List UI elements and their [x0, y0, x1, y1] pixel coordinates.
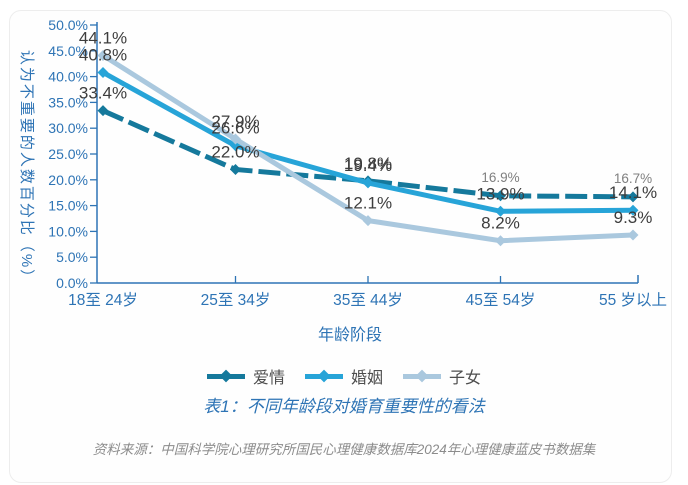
legend-item-爱情: 爱情	[206, 364, 285, 388]
data-point-label: 19.8%	[344, 154, 392, 173]
data-point-label: 16.7%	[614, 171, 652, 186]
data-point-marker	[97, 105, 109, 117]
data-point-marker	[627, 229, 639, 241]
legend-label: 婚姻	[350, 370, 383, 387]
chart-legend: 爱情 婚姻 子女	[0, 363, 688, 389]
data-point-label: 8.2%	[481, 214, 520, 233]
x-tick-label: 45至 54岁	[466, 291, 536, 309]
x-axis-title: 年龄阶段	[318, 326, 382, 344]
data-point-marker	[495, 190, 506, 202]
legend-line-marker-icon	[206, 369, 245, 383]
y-tick-label: 5.0%	[56, 249, 88, 265]
data-point-label: 13.9%	[476, 184, 524, 203]
y-tick-label: 20.0%	[48, 172, 88, 188]
data-point-label: 22.0%	[211, 142, 259, 161]
data-point-label: 33.4%	[79, 84, 127, 103]
data-point-marker	[362, 177, 374, 189]
data-point-marker	[627, 204, 639, 216]
x-tick-label: 55 岁以上	[599, 291, 667, 309]
x-tick-label: 25至 34岁	[201, 291, 271, 309]
x-tick-label: 35至 44岁	[333, 291, 403, 309]
legend-item-婚姻: 婚姻	[304, 364, 383, 388]
y-tick-label: 10.0%	[48, 223, 88, 239]
data-point-label: 40.8%	[79, 45, 127, 64]
y-tick-label: 35.0%	[48, 94, 88, 110]
data-point-label: 26.6%	[211, 119, 259, 138]
data-point-label: 9.3%	[614, 208, 653, 227]
chart-caption: 表1：不同年龄段对婚育重要性的看法	[203, 397, 485, 416]
data-point-marker	[97, 49, 109, 61]
data-point-marker	[97, 66, 109, 78]
data-point-marker	[627, 191, 639, 203]
y-tick-label: 15.0%	[48, 198, 88, 214]
legend-item-子女: 子女	[403, 364, 481, 388]
y-tick-label: 40.0%	[48, 69, 88, 85]
data-point-marker	[230, 163, 241, 175]
series-line-爱情	[101, 108, 634, 200]
data-point-label: 19.4%	[344, 156, 392, 175]
data-point-marker	[495, 235, 506, 247]
series-line-婚姻	[101, 70, 634, 214]
data-point-marker	[230, 133, 241, 145]
legend-label: 爱情	[252, 370, 285, 387]
data-point-label: 44.1%	[79, 28, 127, 47]
y-axis-title: 认为不重要的人数百分比（%）	[18, 50, 35, 286]
data-point-marker	[495, 205, 506, 217]
source-note: 资料来源：中国科学院心理研究所国民心理健康数据库2024年心理健康蓝皮书数据集	[92, 442, 596, 457]
data-point-label: 14.1%	[609, 183, 657, 202]
x-tick-label: 18至 24岁	[68, 291, 138, 309]
data-point-label: 27.9%	[211, 112, 259, 131]
line-chart-svg: 0.0% 5.0% 10.0% 15.0% 20.0% 25.0% 30.0% 35.0% 40…	[18, 17, 667, 344]
line-chart: 0.0% 5.0% 10.0% 15.0% 20.0% 25.0% 30.0% 35.0% 40…	[18, 17, 667, 344]
legend-line-marker-icon	[304, 369, 343, 383]
y-tick-label: 45.0%	[48, 43, 88, 59]
y-tick-label: 50.0%	[48, 17, 88, 33]
y-tick-label: 0.0%	[56, 275, 88, 291]
legend-label: 子女	[449, 370, 482, 387]
data-point-label: 12.1%	[344, 194, 392, 213]
y-tick-label: 30.0%	[48, 120, 88, 136]
legend-line-marker-icon	[403, 369, 441, 383]
data-point-label: 16.9%	[481, 170, 519, 185]
y-tick-label: 25.0%	[48, 146, 88, 162]
data-point-marker	[362, 215, 374, 227]
chart-card	[9, 10, 672, 483]
